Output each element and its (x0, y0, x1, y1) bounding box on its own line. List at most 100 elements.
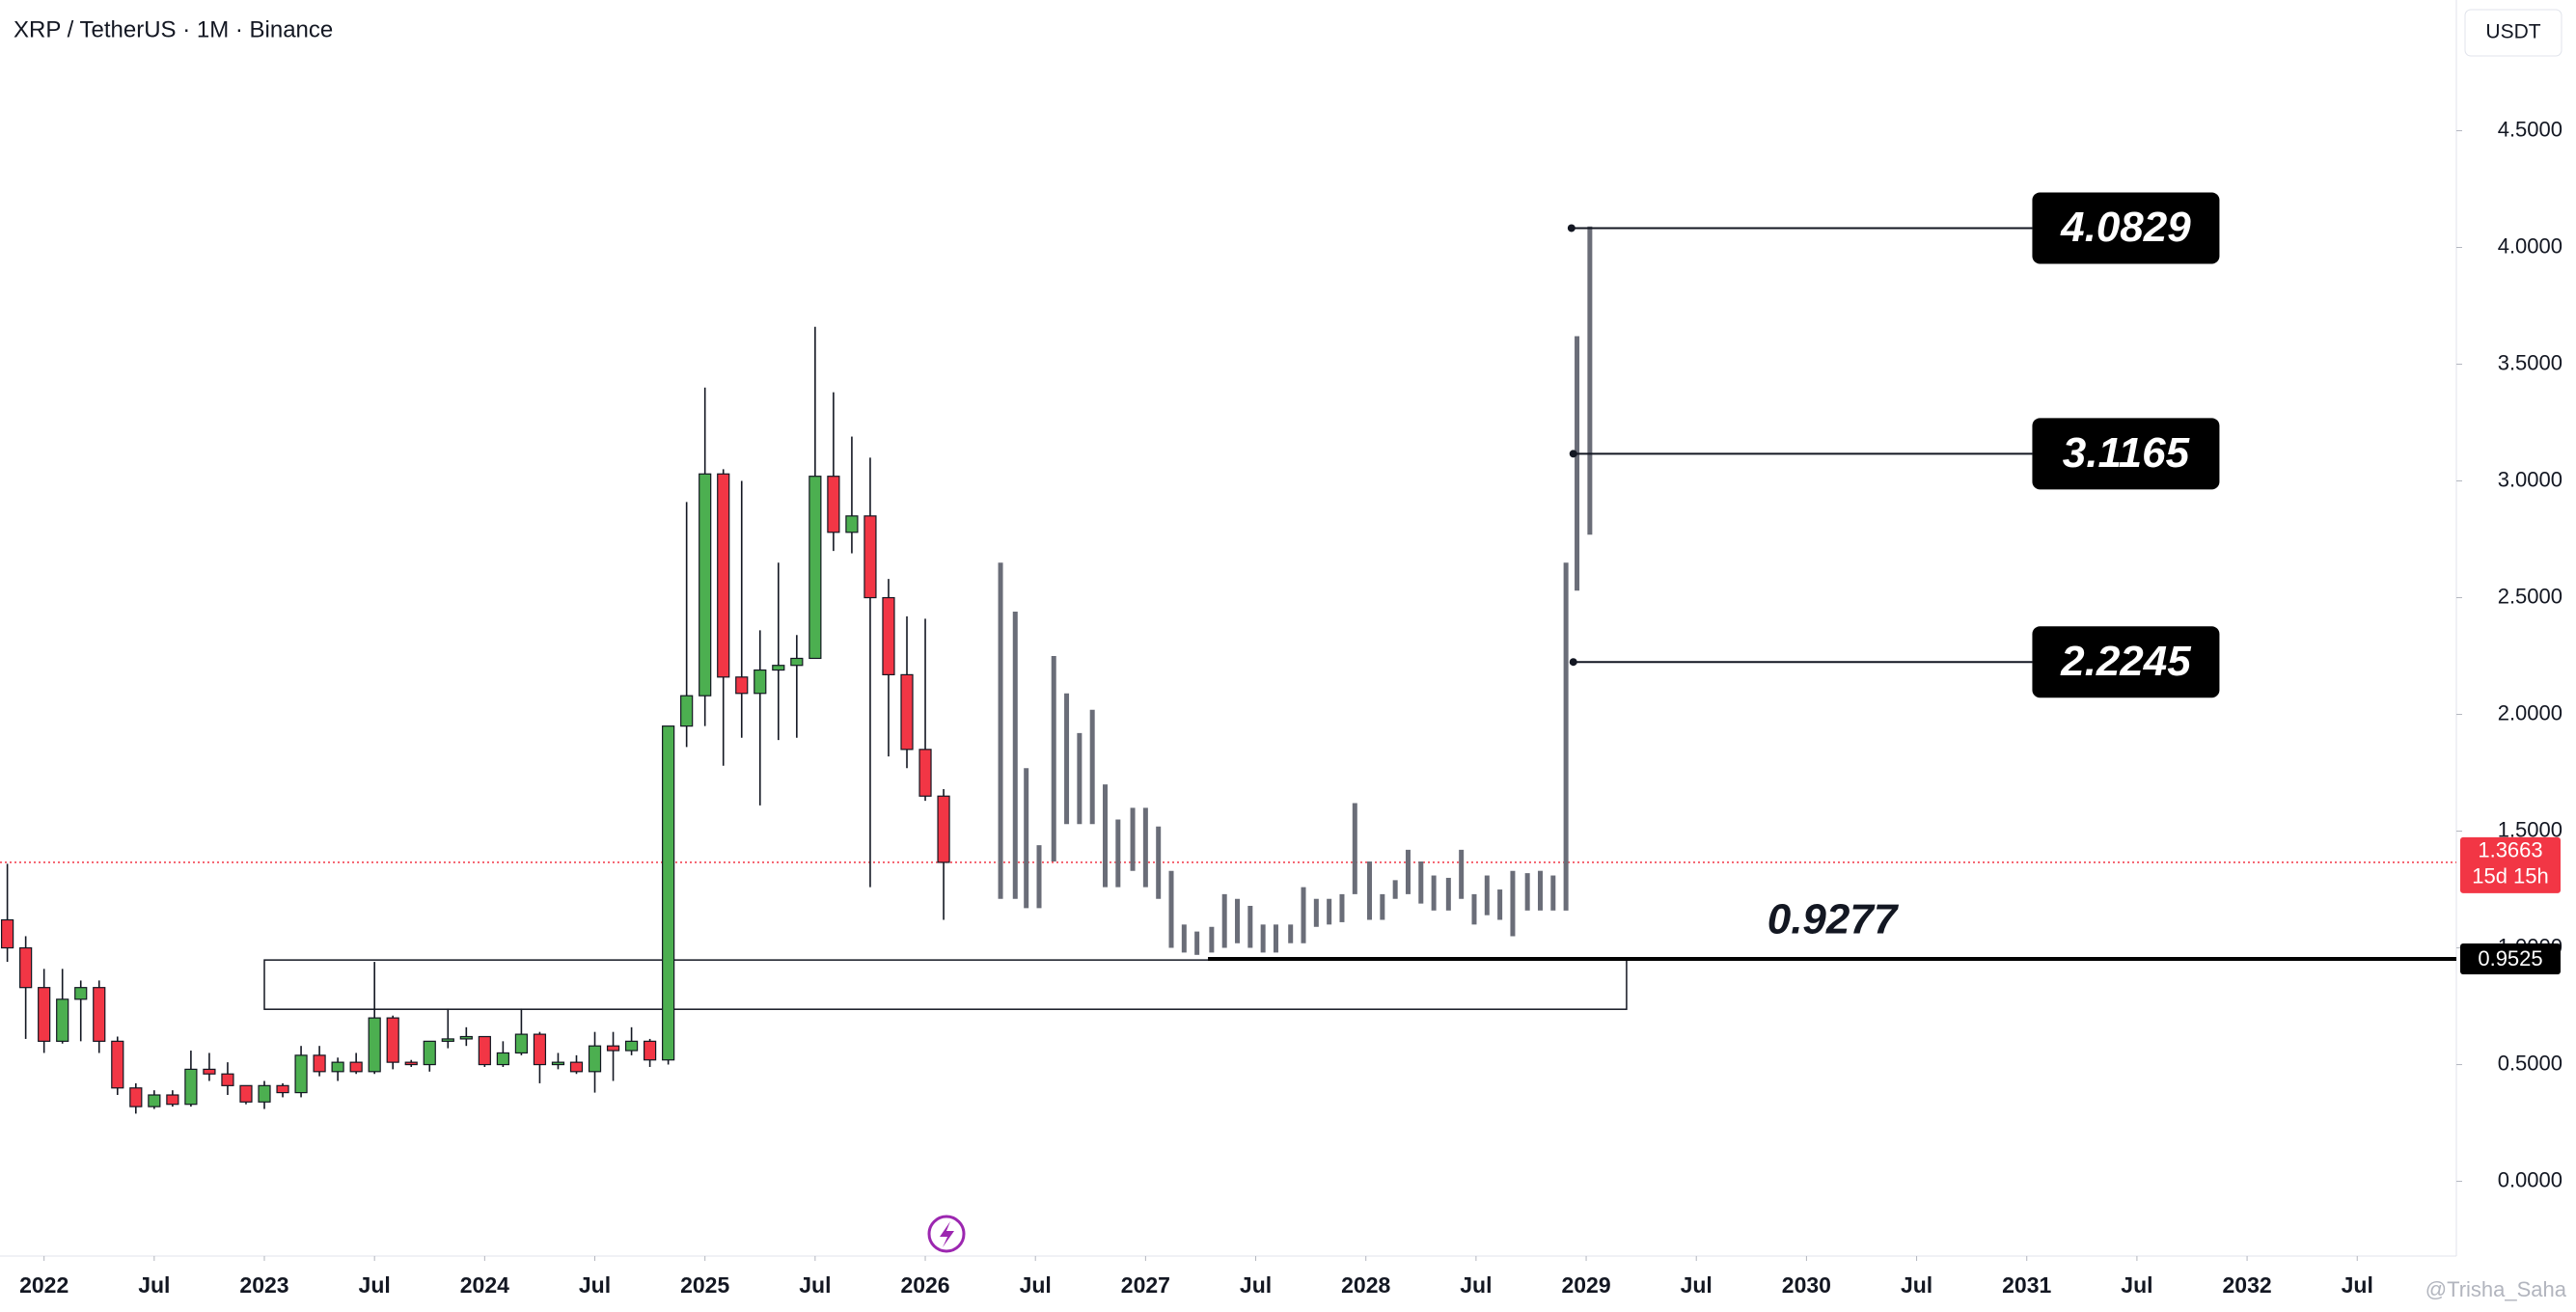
candle-body (735, 676, 749, 695)
watermark: @Trisha_Saha (2425, 1277, 2567, 1301)
level-label-box (2032, 626, 2220, 698)
candle-body (680, 695, 694, 727)
level-dot (1569, 658, 1577, 667)
candle-body (699, 473, 712, 697)
candle-body (478, 1035, 491, 1066)
candle-body (624, 1040, 639, 1052)
plot: 4.0829 3.1165 2.2245 0.9277 (0, 192, 2456, 1114)
candle-body (74, 987, 88, 1000)
x-tick-label: Jul (2342, 1272, 2373, 1298)
x-tick-label: 2022 (19, 1272, 69, 1298)
candle-body (1, 918, 14, 949)
candle-body (717, 473, 730, 678)
candle-body (863, 515, 877, 599)
x-tick-label: 2030 (1782, 1272, 1831, 1298)
candle-body (184, 1068, 198, 1106)
candle-body (313, 1054, 326, 1073)
candle-body (588, 1045, 602, 1073)
candle-body (386, 1017, 399, 1063)
support-price-label: 0.9525 (2478, 946, 2542, 970)
x-tick-label: Jul (1240, 1272, 1272, 1298)
last-price-tag (2460, 836, 2561, 893)
x-tick-label: 2027 (1121, 1272, 1170, 1298)
candle-body (38, 987, 51, 1042)
candle-body (19, 946, 33, 989)
candle-body (937, 795, 950, 863)
candle-body (827, 476, 840, 533)
candle-body (148, 1094, 161, 1107)
icon-ring (927, 1215, 966, 1253)
candle-body (56, 998, 69, 1042)
last-price-label: 1.3663 (2478, 838, 2542, 862)
candle-body (754, 669, 767, 695)
level-label: 3.1165 (2063, 429, 2190, 477)
x-tick-label: Jul (2121, 1272, 2152, 1298)
support-price-tag (2460, 943, 2561, 975)
candle-body (349, 1061, 363, 1073)
candle-body (662, 725, 675, 1061)
candle-body (331, 1061, 344, 1073)
candle-body (533, 1033, 547, 1066)
candle-body (111, 1040, 124, 1089)
level-label: 2.2245 (2060, 638, 2191, 685)
candle-body (276, 1084, 289, 1094)
x-tick-label: Jul (1901, 1272, 1932, 1298)
y-tick-label: 2.0000 (2498, 700, 2562, 724)
x-tick-label: Jul (138, 1272, 170, 1298)
x-tick-label: Jul (1020, 1272, 1052, 1298)
candle-body (423, 1040, 436, 1066)
candle-body (882, 596, 895, 676)
candle-body (129, 1087, 143, 1107)
y-tick-label: 2.5000 (2498, 584, 2562, 608)
countdown-label: 15d 15h (2472, 864, 2549, 888)
zone (263, 959, 1628, 1010)
candle-body (221, 1073, 234, 1086)
level-dot (1569, 450, 1577, 458)
candle-body (845, 515, 859, 533)
x-tick-label: Jul (1460, 1272, 1492, 1298)
candle-body (93, 987, 106, 1042)
y-tick-label: 3.0000 (2498, 467, 2562, 491)
currency-button[interactable] (2464, 9, 2562, 57)
x-tick-label: Jul (579, 1272, 611, 1298)
level-label: 4.0829 (2060, 204, 2191, 251)
candle-body (514, 1033, 529, 1054)
candle-body (900, 673, 914, 751)
candle-body (166, 1094, 179, 1106)
x-tick-label: Jul (1681, 1272, 1713, 1298)
x-tick-label: 2031 (2002, 1272, 2051, 1298)
y-tick-label: 0.0000 (2498, 1167, 2562, 1191)
y-tick-label: 4.0000 (2498, 233, 2562, 258)
x-tick-label: Jul (359, 1272, 391, 1298)
candle-body (294, 1054, 308, 1094)
candle-body (203, 1068, 216, 1075)
x-tick-label: 2025 (680, 1272, 729, 1298)
y-tick-label: 3.5000 (2498, 350, 2562, 374)
candle-body (239, 1084, 253, 1103)
candle-body (644, 1040, 657, 1061)
x-tick-label: 2029 (1561, 1272, 1610, 1298)
level-label-box (2032, 418, 2220, 490)
x-tick-label: 2026 (900, 1272, 949, 1298)
x-tick-label: 2024 (460, 1272, 509, 1298)
x-tick-label: 2023 (239, 1272, 288, 1298)
x-tick-label: Jul (799, 1272, 831, 1298)
candle-body (441, 1038, 454, 1042)
currency-label[interactable]: USDT (2485, 21, 2540, 43)
candle-body (790, 657, 804, 667)
y-tick-label: 4.5000 (2498, 117, 2562, 141)
support-annotation: 0.9277 (1768, 896, 1900, 943)
candle-body (551, 1061, 565, 1066)
x-tick-label: 2028 (1341, 1272, 1390, 1298)
candle-body (496, 1052, 509, 1066)
level-dot (1567, 224, 1576, 232)
level-label-box (2032, 192, 2220, 264)
candle-body (569, 1061, 584, 1073)
lightning-icon (927, 1215, 966, 1253)
candle-body (404, 1061, 418, 1066)
candle-body (918, 749, 932, 797)
candle-body (606, 1045, 620, 1052)
candle-body (368, 1017, 381, 1073)
